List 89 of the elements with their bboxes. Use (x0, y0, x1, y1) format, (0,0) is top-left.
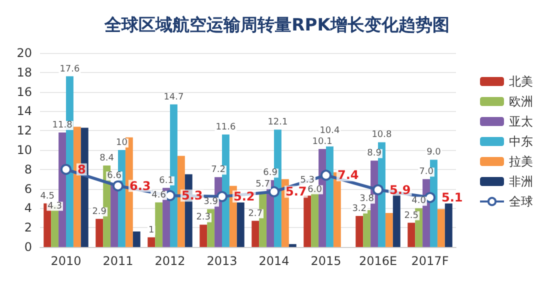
data-label: 3.8 (360, 194, 374, 204)
bar (304, 196, 312, 247)
data-label: 7.4 (338, 168, 359, 182)
x-tick-label: 2012 (154, 254, 186, 268)
legend-label: 中东 (509, 134, 533, 148)
data-label: 6.3 (130, 178, 151, 193)
data-label: 8.4 (100, 154, 114, 164)
data-label: 2.9 (92, 206, 107, 217)
data-label: 2.3 (196, 212, 211, 223)
data-label: 8.9 (367, 148, 382, 159)
data-label: 4.6 (152, 190, 166, 200)
data-label: 5.7 (286, 184, 307, 199)
bar (408, 222, 416, 247)
bar (385, 213, 393, 247)
legend-label: 北美 (509, 74, 533, 88)
data-label: 5.1 (442, 190, 463, 205)
x-tick-label: 2011 (102, 254, 134, 268)
bar (132, 231, 140, 247)
bar (326, 146, 334, 247)
point (112, 180, 124, 192)
data-label: 6.1 (159, 176, 174, 186)
bar (437, 209, 445, 247)
point (216, 191, 228, 202)
x-tick-label: 2010 (50, 254, 82, 268)
data-label: 5.9 (390, 182, 411, 197)
data-label: 10.4 (320, 126, 340, 136)
y-tick-label: 20 (16, 46, 32, 60)
chart-title: 全球区域航空运输周转量RPK增长变化趋势图 (104, 16, 450, 36)
data-label: 1 (148, 225, 154, 236)
point (320, 170, 332, 181)
data-label: 3.2 (352, 204, 367, 214)
y-tick-label: 14 (16, 104, 32, 118)
point (60, 164, 72, 175)
x-tick-label: 2016E (358, 254, 398, 268)
bar (96, 218, 104, 247)
data-label: 10 (116, 138, 128, 148)
data-label: 2.7 (248, 208, 263, 219)
data-label: 6.0 (308, 184, 322, 195)
point (424, 192, 436, 204)
bar (252, 220, 260, 247)
y-tick-label: 16 (16, 84, 32, 99)
y-tick-label: 10 (16, 143, 32, 157)
data-label: 3.9 (204, 197, 218, 208)
y-tick-label: 8 (24, 162, 32, 176)
x-tick-label: 2013 (206, 254, 238, 268)
legend-label: 欧洲 (509, 94, 533, 108)
bar (356, 216, 364, 247)
data-label: 5.3 (300, 176, 315, 186)
x-tick-label: 2014 (258, 254, 290, 268)
data-label: 10.1 (312, 137, 332, 148)
data-label: 5.7 (256, 180, 270, 190)
data-label: 10.8 (372, 130, 392, 140)
data-label: 11.6 (216, 122, 236, 132)
legend-label: 全球 (509, 194, 533, 208)
y-tick-label: 4 (24, 201, 32, 216)
legend-label: 亚太 (509, 114, 533, 128)
data-label: 6.6 (107, 170, 122, 181)
y-tick-label: 12 (16, 124, 32, 138)
data-label: 9.0 (426, 148, 442, 158)
legend-label: 拉美 (509, 154, 533, 168)
bar (444, 203, 452, 247)
data-label: 4.5 (40, 191, 55, 202)
data-label: 17.6 (60, 64, 80, 74)
data-label: 14.7 (164, 92, 184, 102)
legend-label: 非洲 (509, 174, 533, 188)
data-label: 4.3 (48, 201, 62, 212)
y-tick-label: 0 (24, 240, 32, 254)
data-label: 2.5 (404, 210, 419, 221)
bar (148, 237, 156, 247)
data-label: 4.0 (412, 196, 426, 206)
point (372, 184, 384, 196)
data-label: 5.3 (182, 188, 203, 203)
data-label: 6.9 (263, 168, 278, 178)
y-tick-label: 6 (24, 182, 32, 196)
y-tick-label: 2 (24, 220, 32, 235)
y-tick-label: 18 (16, 65, 32, 80)
data-label: 7.0 (419, 167, 434, 178)
x-tick-label: 2015 (310, 254, 342, 268)
point (268, 186, 280, 198)
bar (200, 224, 208, 247)
bar (236, 202, 244, 247)
data-label: 8 (78, 162, 86, 176)
data-label: 5.2 (234, 190, 255, 204)
x-tick-label: 2017F (411, 254, 449, 268)
data-label: 12.1 (268, 118, 288, 128)
bar (288, 244, 296, 247)
data-label: 11.8 (52, 120, 73, 131)
data-label: 7.2 (211, 165, 226, 176)
bar (155, 202, 163, 247)
